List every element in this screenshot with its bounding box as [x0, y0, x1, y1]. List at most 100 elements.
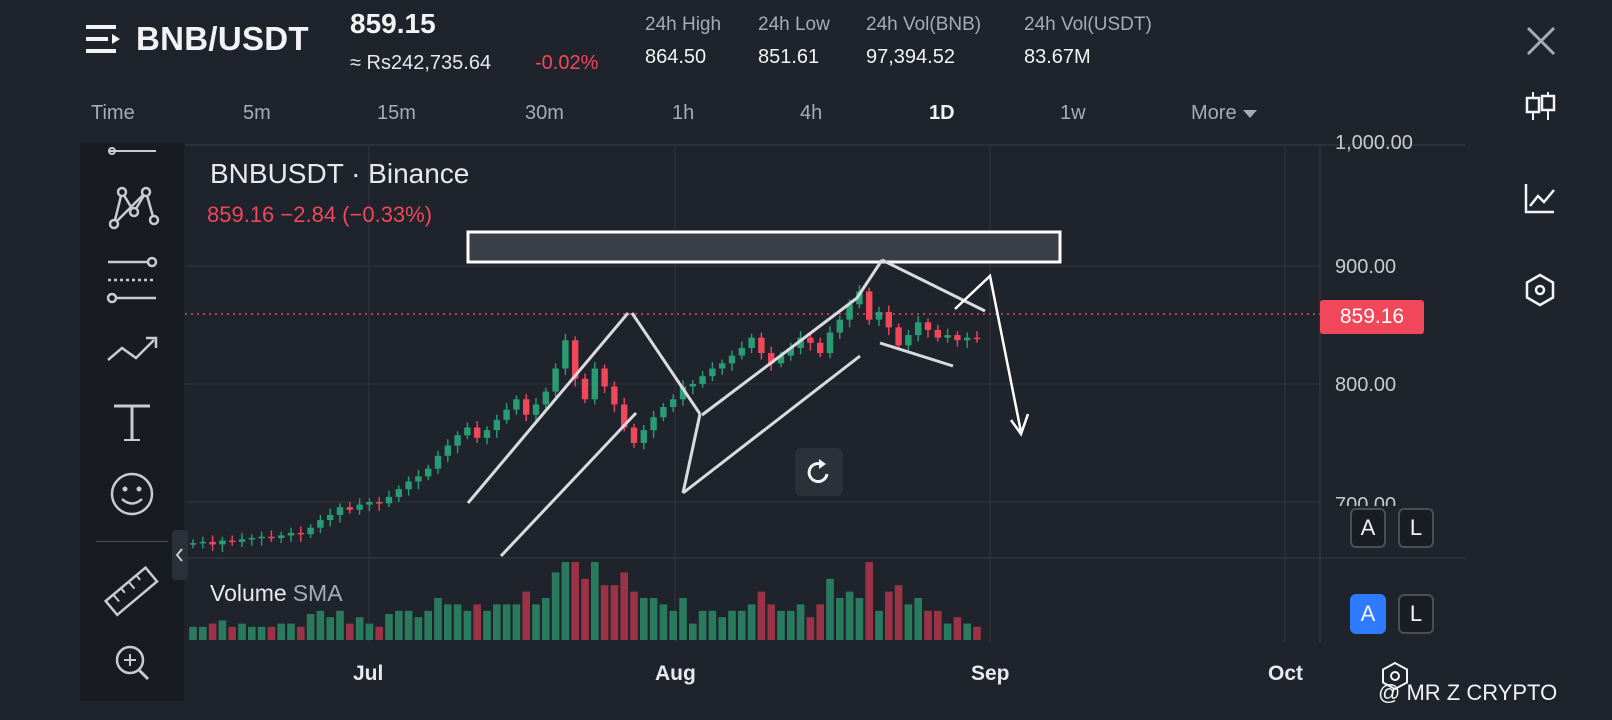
volume-bar — [424, 610, 432, 640]
candle-body — [611, 386, 618, 405]
candle-body — [199, 541, 206, 544]
pair-title[interactable]: BNB/USDT — [136, 20, 309, 57]
y-axis-label-1000: 1,000.00 — [1335, 132, 1413, 154]
candle-body — [924, 322, 932, 330]
volume-bar — [238, 623, 246, 640]
volume-indicator-label[interactable]: Volume SMA — [210, 580, 343, 607]
volume-log-scale-button[interactable]: L — [1398, 594, 1434, 634]
volume-bar — [199, 626, 207, 640]
emoji-tool-icon[interactable] — [100, 466, 164, 522]
tab-4h[interactable]: 4h — [800, 102, 823, 124]
candle-body — [189, 543, 197, 545]
tab-1w[interactable]: 1w — [1060, 102, 1086, 124]
watermark-text: @ MR Z CRYPTO — [1378, 680, 1558, 705]
candle-body — [758, 337, 765, 354]
volume-bar — [885, 591, 893, 640]
volume-bar — [532, 604, 540, 640]
volume-bar — [355, 617, 364, 640]
candle-body — [846, 304, 853, 320]
zoom-in-icon[interactable] — [100, 640, 164, 684]
volume-bar — [904, 604, 913, 640]
candle-body — [395, 489, 402, 497]
candle-body — [817, 342, 824, 354]
volume-bar — [248, 626, 256, 640]
candle-body — [885, 311, 892, 328]
candle-body — [689, 383, 696, 387]
volume-bar — [512, 604, 521, 640]
volume-bar — [934, 610, 942, 640]
candle-body — [640, 430, 647, 443]
tab-15m[interactable]: 15m — [377, 102, 416, 124]
x-axis-label-aug: Aug — [655, 662, 696, 685]
volume-bar — [502, 604, 511, 640]
volume-bar — [385, 614, 393, 640]
text-tool-icon[interactable] — [100, 392, 164, 448]
candle-body — [248, 538, 255, 540]
candle-body — [915, 322, 922, 336]
volume-bar — [561, 562, 570, 640]
trend-line-tool-icon[interactable] — [100, 322, 164, 378]
candle-body — [366, 502, 373, 505]
indicators-icon[interactable] — [1522, 180, 1558, 216]
volume-bar — [718, 617, 726, 640]
y-axis-label-700: 700.00 — [1335, 494, 1397, 506]
pattern-tool-icon[interactable] — [100, 180, 164, 236]
stat-low-value: 851.61 — [758, 46, 820, 68]
menu-icon[interactable] — [86, 22, 122, 56]
candle-body — [425, 468, 432, 477]
candle-body — [376, 502, 383, 504]
candle-body — [572, 340, 579, 379]
ruler-tool-icon[interactable] — [100, 564, 164, 620]
close-icon[interactable] — [1524, 24, 1558, 58]
collapse-toolbar-button[interactable] — [172, 530, 188, 580]
volume-auto-scale-button[interactable]: A — [1350, 594, 1386, 634]
auto-scale-button[interactable]: A — [1350, 508, 1386, 548]
volume-bar — [297, 626, 305, 640]
volume-bar — [943, 623, 952, 640]
candle-body — [542, 391, 549, 405]
candle-body — [464, 427, 471, 436]
forecast-arrow-drawing[interactable] — [954, 273, 1030, 437]
volume-label-text: Volume — [210, 580, 287, 606]
channel-lines-drawing[interactable] — [466, 258, 986, 558]
candle-body — [532, 404, 540, 415]
settings-hexagon-icon[interactable] — [1522, 272, 1558, 308]
volume-bar — [591, 562, 599, 640]
volume-bar — [483, 610, 491, 640]
volume-bar — [738, 610, 746, 640]
volume-bar — [551, 572, 560, 640]
candle-body — [826, 332, 834, 354]
volume-bar — [571, 562, 579, 640]
tab-5m[interactable]: 5m — [243, 102, 271, 124]
tab-more[interactable]: More — [1191, 102, 1257, 125]
volume-bar — [581, 578, 589, 640]
log-scale-button[interactable]: L — [1398, 508, 1434, 548]
candle-body — [719, 363, 726, 369]
candle-body — [503, 409, 510, 420]
crosshair-tool-icon[interactable] — [100, 140, 164, 160]
candlestick-type-icon[interactable] — [1522, 88, 1558, 124]
resistance-box-drawing[interactable] — [466, 230, 1062, 264]
local-price: ≈ Rs242,735.64 — [350, 52, 492, 74]
candle-body — [415, 476, 422, 482]
stat-low-label: 24h Low — [758, 14, 830, 35]
candle-body — [483, 430, 491, 438]
volume-bar — [493, 604, 501, 640]
x-axis-label-jul: Jul — [353, 662, 384, 685]
volume-bar — [689, 623, 697, 640]
reset-view-button[interactable] — [795, 448, 843, 496]
tab-time[interactable]: Time — [91, 102, 135, 124]
volume-bar — [434, 598, 442, 640]
candle-body — [385, 496, 393, 504]
candle-body — [650, 417, 657, 431]
tab-30m[interactable]: 30m — [525, 102, 564, 124]
volume-bar — [953, 617, 962, 640]
candle-body — [238, 539, 246, 542]
tab-1d[interactable]: 1D — [929, 102, 955, 124]
fib-retracement-tool-icon[interactable] — [100, 252, 164, 308]
volume-sma-label: SMA — [292, 580, 343, 606]
tab-1h[interactable]: 1h — [672, 102, 695, 124]
volume-bar — [630, 591, 638, 640]
volume-bar — [277, 623, 285, 640]
